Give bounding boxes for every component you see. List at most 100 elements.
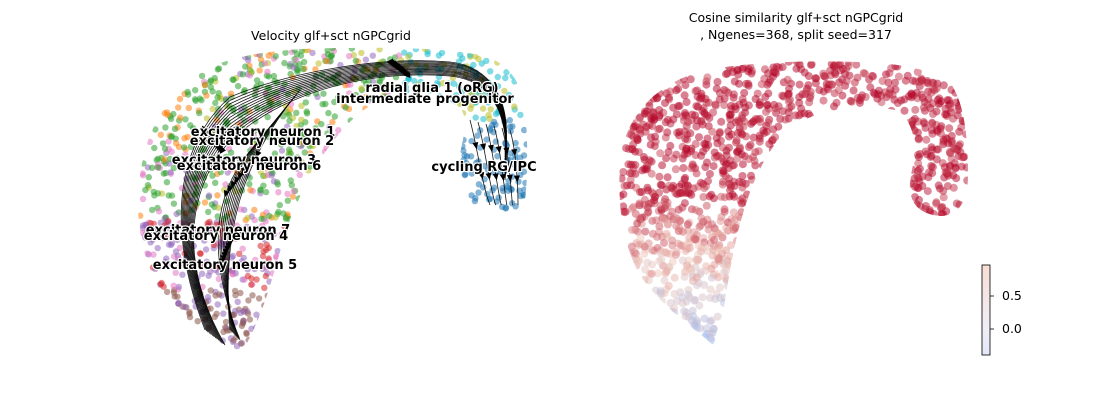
cell-point bbox=[660, 238, 668, 247]
cell-point bbox=[364, 95, 371, 102]
cell-point bbox=[283, 133, 290, 140]
cell-point bbox=[511, 78, 518, 85]
cell-point bbox=[922, 135, 931, 144]
cell-point bbox=[663, 232, 672, 241]
streamline bbox=[501, 127, 513, 206]
cell-point bbox=[207, 78, 214, 85]
cell-point bbox=[248, 68, 255, 76]
cell-point bbox=[459, 110, 467, 117]
cell-point bbox=[830, 102, 838, 111]
cell-point bbox=[168, 148, 175, 155]
cell-point bbox=[472, 53, 479, 60]
cell-point bbox=[681, 111, 690, 119]
cell-point bbox=[503, 69, 510, 76]
cell-point bbox=[365, 78, 372, 85]
streamline bbox=[184, 63, 507, 334]
cell-point bbox=[177, 220, 184, 227]
cell-point bbox=[182, 116, 189, 123]
cell-point bbox=[278, 147, 286, 154]
cell-point bbox=[468, 170, 475, 177]
cell-point bbox=[795, 80, 804, 89]
cell-point bbox=[716, 246, 725, 255]
cell-point bbox=[342, 104, 349, 111]
cell-point bbox=[401, 49, 408, 56]
cell-point bbox=[962, 130, 968, 139]
cell-point bbox=[201, 81, 209, 89]
cell-point bbox=[445, 80, 452, 87]
cell-point bbox=[666, 119, 675, 128]
cluster-label-excitatory-neuron-6: excitatory neuron 6 bbox=[177, 159, 321, 174]
cell-point bbox=[644, 186, 652, 195]
cell-point bbox=[717, 117, 726, 126]
cell-point bbox=[635, 114, 644, 123]
cell-point bbox=[695, 301, 704, 310]
cell-point bbox=[655, 172, 664, 181]
cell-point bbox=[402, 84, 409, 91]
cell-point bbox=[461, 171, 468, 179]
cell-point bbox=[148, 164, 156, 171]
cell-point bbox=[268, 172, 275, 179]
cell-point bbox=[846, 96, 855, 105]
cell-point bbox=[201, 237, 208, 244]
cell-point bbox=[912, 200, 921, 209]
cell-point bbox=[716, 283, 724, 292]
cell-point bbox=[658, 161, 667, 170]
cell-point bbox=[903, 71, 912, 80]
cell-point bbox=[958, 153, 967, 162]
cell-point bbox=[738, 160, 747, 169]
cell-point bbox=[331, 113, 338, 120]
cell-point bbox=[926, 208, 934, 217]
cell-point bbox=[264, 292, 271, 299]
cell-point bbox=[910, 179, 919, 188]
cell-point bbox=[173, 140, 180, 147]
cell-point bbox=[159, 140, 167, 147]
cell-point bbox=[925, 168, 933, 177]
cell-point bbox=[358, 85, 365, 92]
cell-point bbox=[262, 272, 269, 280]
cell-point bbox=[694, 250, 702, 259]
cell-point bbox=[647, 269, 656, 278]
cell-point bbox=[352, 91, 359, 99]
cell-point bbox=[693, 281, 701, 290]
cell-point bbox=[232, 292, 239, 299]
cell-point bbox=[314, 139, 322, 146]
cell-point bbox=[695, 133, 703, 142]
cell-point bbox=[154, 190, 162, 197]
cell-point bbox=[205, 192, 213, 199]
cell-point bbox=[176, 95, 184, 103]
cell-point bbox=[187, 143, 195, 150]
cell-point bbox=[175, 300, 182, 307]
cell-point bbox=[887, 106, 896, 115]
cell-point bbox=[792, 64, 801, 73]
cell-point bbox=[288, 182, 295, 189]
cell-point bbox=[703, 73, 712, 82]
cell-point bbox=[272, 53, 279, 60]
streamline bbox=[191, 72, 507, 343]
cell-point bbox=[750, 156, 759, 165]
cell-point bbox=[692, 169, 701, 178]
cell-point bbox=[281, 223, 288, 230]
cell-point bbox=[697, 151, 706, 160]
cell-point bbox=[917, 90, 926, 99]
cell-point bbox=[237, 206, 244, 213]
cell-point bbox=[475, 189, 482, 196]
cell-point bbox=[241, 53, 249, 61]
cell-point bbox=[664, 281, 673, 290]
streamline bbox=[188, 69, 507, 340]
cell-point bbox=[494, 73, 501, 81]
cell-point bbox=[705, 170, 714, 178]
cell-point bbox=[164, 111, 171, 119]
cell-point bbox=[784, 108, 793, 117]
colorbar-tick-label: 0.0 bbox=[1002, 321, 1022, 336]
stream-arrowhead bbox=[513, 175, 520, 183]
cell-point bbox=[749, 117, 758, 126]
cell-point bbox=[509, 72, 516, 80]
cell-point bbox=[711, 101, 720, 110]
cell-point bbox=[710, 148, 719, 157]
cell-point bbox=[861, 69, 870, 78]
streamline bbox=[190, 71, 507, 342]
streamline bbox=[493, 125, 508, 206]
cell-point bbox=[293, 122, 300, 130]
cell-point bbox=[494, 59, 501, 66]
cell-point bbox=[358, 49, 365, 57]
